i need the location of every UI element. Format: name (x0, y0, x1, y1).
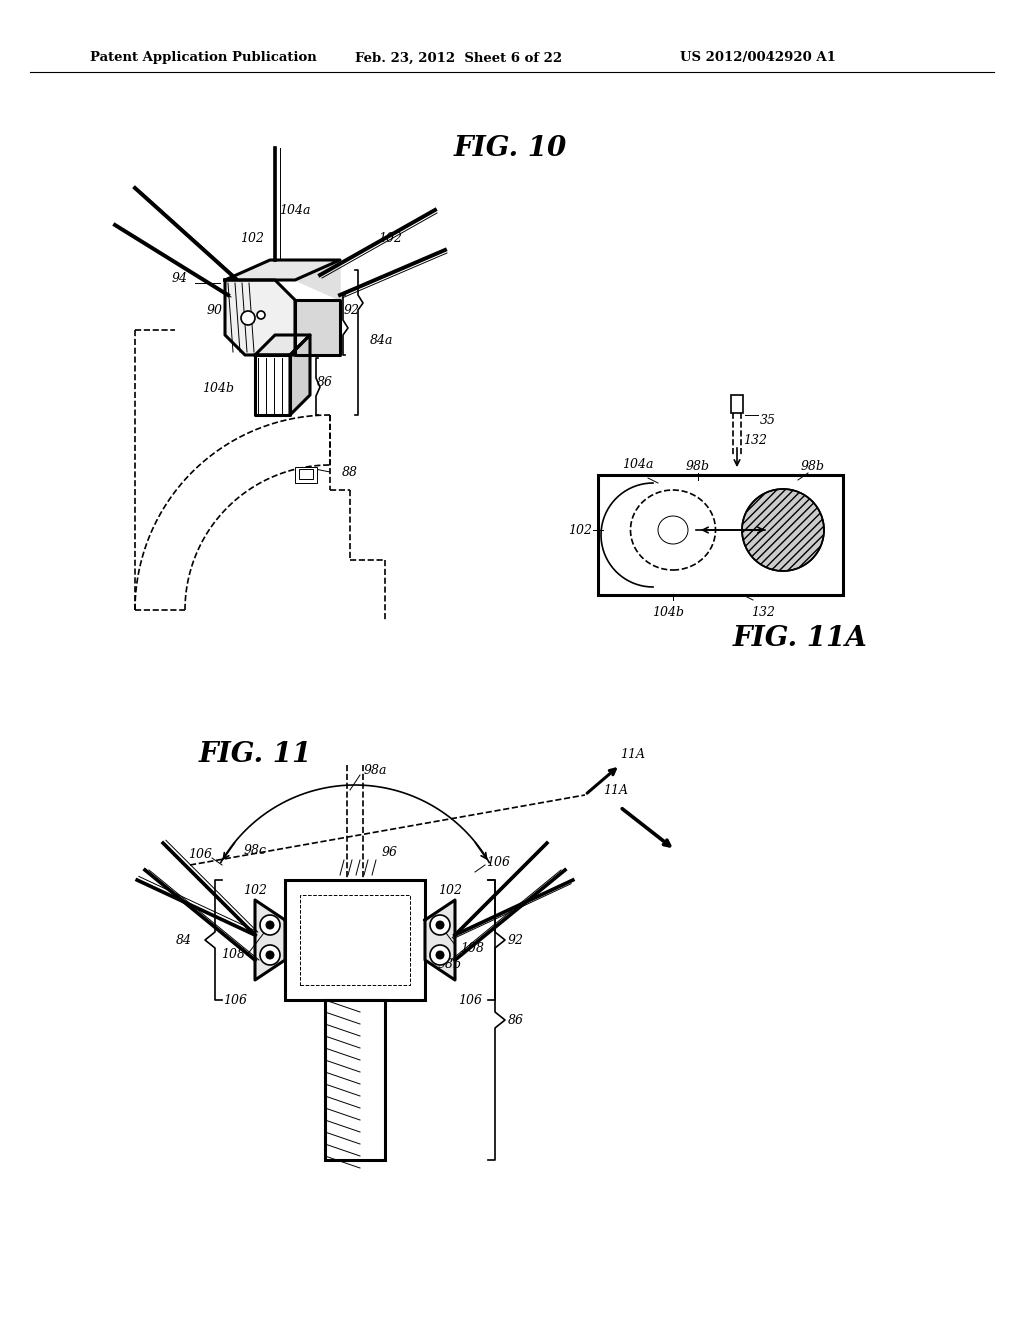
Text: 108: 108 (460, 941, 484, 954)
Circle shape (436, 950, 444, 960)
Text: 106: 106 (458, 994, 482, 1006)
Polygon shape (255, 355, 290, 414)
Text: 104b: 104b (202, 381, 234, 395)
Text: 132: 132 (743, 433, 767, 446)
Circle shape (266, 950, 274, 960)
Text: 102: 102 (240, 231, 264, 244)
Text: 94: 94 (172, 272, 188, 285)
Ellipse shape (631, 490, 716, 570)
Text: 106: 106 (223, 994, 247, 1006)
Bar (300, 895, 410, 985)
Ellipse shape (658, 516, 688, 544)
Text: 104a: 104a (623, 458, 653, 471)
Circle shape (241, 312, 255, 325)
Text: 88: 88 (342, 466, 358, 479)
Text: 84a: 84a (370, 334, 393, 346)
Text: US 2012/0042920 A1: US 2012/0042920 A1 (680, 51, 836, 65)
Polygon shape (225, 260, 340, 280)
Text: 84: 84 (176, 933, 193, 946)
Text: 86: 86 (317, 375, 333, 388)
Ellipse shape (742, 488, 824, 572)
Text: 104b: 104b (652, 606, 684, 619)
Text: 92: 92 (508, 933, 524, 946)
Circle shape (260, 945, 280, 965)
Text: 98c: 98c (244, 843, 266, 857)
Bar (285, 880, 425, 1001)
Text: FIG. 11A: FIG. 11A (732, 624, 867, 652)
Text: 92: 92 (344, 304, 360, 317)
Text: 102: 102 (438, 883, 462, 896)
Polygon shape (255, 900, 285, 979)
Text: 98b: 98b (801, 461, 825, 474)
Text: 98b: 98b (686, 461, 710, 474)
Text: 108: 108 (221, 949, 245, 961)
Circle shape (436, 921, 444, 929)
Circle shape (266, 921, 274, 929)
Text: 132: 132 (751, 606, 775, 619)
Polygon shape (290, 335, 310, 414)
Circle shape (260, 915, 280, 935)
Text: 106: 106 (486, 855, 510, 869)
Polygon shape (225, 280, 295, 355)
Text: 90: 90 (207, 304, 223, 317)
Circle shape (430, 945, 450, 965)
Circle shape (430, 915, 450, 935)
Circle shape (257, 312, 265, 319)
Text: FIG. 10: FIG. 10 (454, 135, 566, 161)
Bar (598, 475, 843, 595)
Bar (295, 467, 317, 483)
Text: 98b: 98b (438, 958, 462, 972)
Text: Feb. 23, 2012  Sheet 6 of 22: Feb. 23, 2012 Sheet 6 of 22 (355, 51, 562, 65)
Bar (325, 1001, 385, 1160)
Text: 98a: 98a (364, 763, 387, 776)
Text: Patent Application Publication: Patent Application Publication (90, 51, 316, 65)
Polygon shape (295, 260, 340, 300)
Text: 96: 96 (382, 846, 398, 858)
Text: 102: 102 (568, 524, 592, 536)
Text: FIG. 11: FIG. 11 (199, 742, 311, 768)
Bar (731, 395, 743, 413)
Text: 104a: 104a (280, 203, 310, 216)
Text: 11A: 11A (603, 784, 628, 796)
Text: 102: 102 (243, 883, 267, 896)
Text: 11A: 11A (620, 748, 645, 762)
Text: 86: 86 (508, 1014, 524, 1027)
Text: 102: 102 (378, 231, 402, 244)
Polygon shape (295, 300, 340, 355)
Text: 106: 106 (188, 849, 212, 862)
Bar (299, 469, 313, 479)
Polygon shape (425, 900, 455, 979)
Polygon shape (255, 335, 310, 355)
Text: 35: 35 (760, 413, 776, 426)
